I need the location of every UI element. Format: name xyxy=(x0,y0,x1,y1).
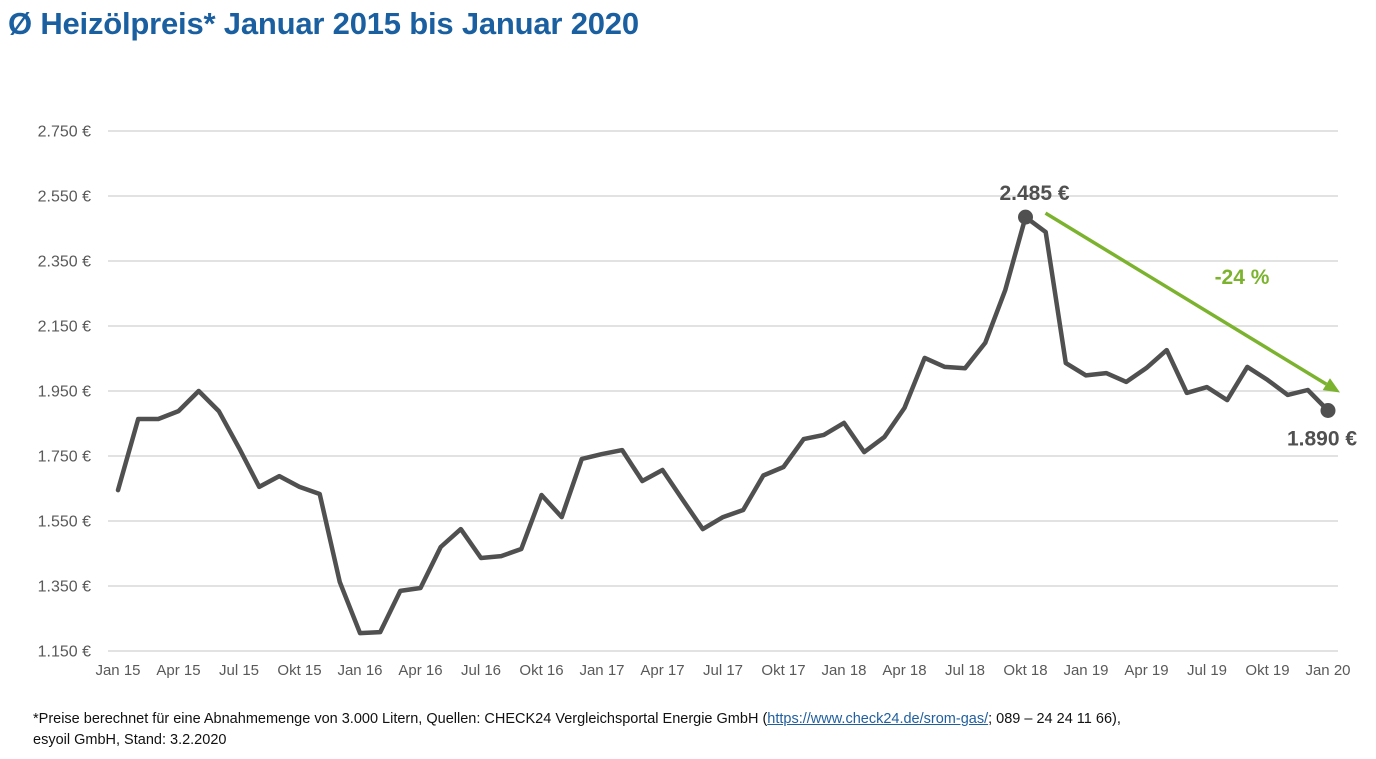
y-tick-label: 2.350 € xyxy=(38,254,91,271)
chart-title: Ø Heizölpreis* Januar 2015 bis Januar 20… xyxy=(8,6,639,41)
peak-label: 2.485 € xyxy=(999,182,1069,205)
x-tick-label: Apr 15 xyxy=(156,662,200,679)
y-tick-label: 1.750 € xyxy=(38,449,91,466)
x-tick-label: Jan 19 xyxy=(1063,662,1108,679)
peak-marker xyxy=(1018,209,1033,225)
x-tick-label: Jul 18 xyxy=(945,662,985,679)
series-group xyxy=(115,214,1331,636)
x-tick-label: Okt 19 xyxy=(1245,662,1289,679)
x-tick-label: Jan 16 xyxy=(337,662,382,679)
y-tick-label: 1.150 € xyxy=(38,644,91,661)
y-tick-label: 1.950 € xyxy=(38,384,91,401)
x-tick-label: Okt 16 xyxy=(519,662,563,679)
x-tick-label: Okt 15 xyxy=(277,662,321,679)
y-axis-labels: 1.150 € 1.350 € 1.550 € 1.750 € 1.950 € 2.150… xyxy=(38,124,91,661)
trend-label: -24 % xyxy=(1215,266,1270,289)
trend-arrow-line xyxy=(1044,211,1328,386)
annotations: 2.485 € 1.890 € -24 % xyxy=(999,182,1357,450)
end-label: 1.890 € xyxy=(1287,428,1357,451)
x-axis-labels: Jan 15 Apr 15 Jul 15 Okt 15 Jan 16 Apr 16 Jul … xyxy=(95,662,1350,679)
y-tick-label: 2.750 € xyxy=(38,124,91,141)
y-tick-label: 2.150 € xyxy=(38,319,91,336)
x-tick-label: Okt 18 xyxy=(1003,662,1047,679)
footnote: *Preise berechnet für eine Abnahmemenge … xyxy=(33,709,1353,751)
x-tick-label: Jan 15 xyxy=(95,662,140,679)
end-marker xyxy=(1320,403,1336,418)
y-tick-label: 1.350 € xyxy=(38,579,91,596)
price-line xyxy=(115,214,1331,636)
footnote-line2: esyoil GmbH, Stand: 3.2.2020 xyxy=(33,732,227,748)
x-tick-label: Jul 19 xyxy=(1187,662,1227,679)
x-tick-label: Jul 16 xyxy=(461,662,501,679)
x-tick-label: Apr 19 xyxy=(1124,662,1168,679)
x-tick-label: Okt 17 xyxy=(761,662,805,679)
y-tick-label: 2.550 € xyxy=(38,189,91,206)
x-tick-label: Jan 17 xyxy=(579,662,624,679)
grid-lines xyxy=(108,130,1338,652)
y-tick-label: 1.550 € xyxy=(38,514,91,531)
x-tick-label: Apr 17 xyxy=(640,662,684,679)
source-link[interactable]: https://www.check24.de/srom-gas/ xyxy=(767,711,989,727)
x-tick-label: Jul 15 xyxy=(219,662,259,679)
trend-arrow-head xyxy=(1322,378,1340,393)
x-tick-label: Apr 16 xyxy=(398,662,442,679)
x-tick-label: Jul 17 xyxy=(703,662,743,679)
footnote-phone: ; 089 – 24 24 11 66), xyxy=(988,711,1121,727)
x-tick-label: Jan 18 xyxy=(821,662,866,679)
x-tick-label: Jan 20 xyxy=(1305,662,1350,679)
x-tick-label: Apr 18 xyxy=(882,662,926,679)
footnote-text: *Preise berechnet für eine Abnahmemenge … xyxy=(33,711,768,727)
line-chart: 1.150 € 1.350 € 1.550 € 1.750 € 1.950 € 2.150… xyxy=(38,124,1358,680)
